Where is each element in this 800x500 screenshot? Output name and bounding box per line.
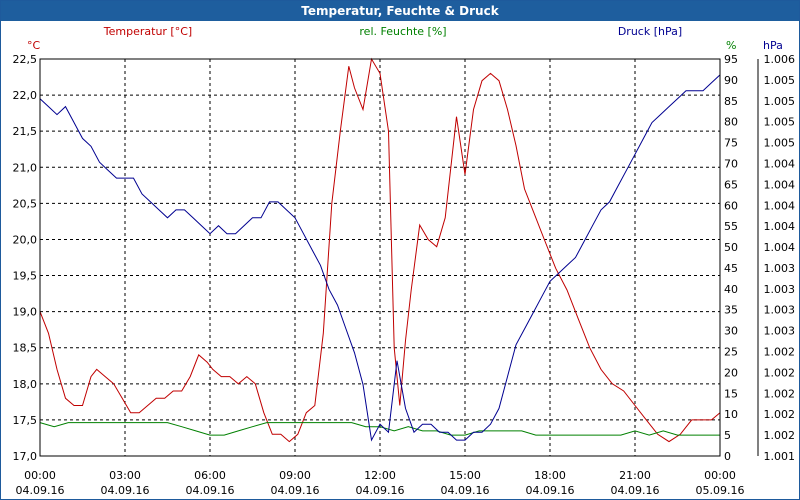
x-tick-time: 03:00 — [109, 469, 141, 482]
axes — [39, 58, 759, 457]
humidity-tick-label: 95 — [724, 53, 738, 66]
humidity-line — [39, 422, 720, 436]
temperature-tick-label: 20,0 — [13, 233, 38, 246]
temperature-tick-label: 18,0 — [13, 378, 38, 391]
humidity-tick-label: 70 — [724, 157, 738, 170]
humidity-tick-label: 30 — [724, 325, 738, 338]
humidity-tick-label: 0 — [724, 450, 731, 463]
x-tick-time: 00:00 — [704, 469, 736, 482]
pressure-tick-label: 1.002 — [764, 387, 796, 400]
temperature-tick-label: 18,5 — [13, 342, 38, 355]
humidity-tick-label: 5 — [724, 429, 731, 442]
x-tick-time: 15:00 — [449, 469, 481, 482]
temperature-line — [39, 57, 721, 443]
pressure-tick-label: 1.002 — [764, 366, 796, 379]
legend-pressure: Druck [hPa] — [618, 25, 682, 38]
humidity-unit: % — [726, 39, 736, 52]
pressure-tick-label: 1.002 — [764, 429, 796, 442]
pressure-tick-label: 1.001 — [764, 450, 796, 463]
x-tick-date: 04.09.16 — [441, 484, 490, 497]
humidity-tick-label: 40 — [724, 283, 738, 296]
temperature-tick-label: 19,0 — [13, 306, 38, 319]
pressure-tick-label: 1.006 — [764, 53, 796, 66]
humidity-tick-label: 60 — [724, 199, 738, 212]
legend-temperature: Temperatur [°C] — [103, 25, 192, 38]
x-tick-date: 04.09.16 — [101, 484, 150, 497]
temperature-tick-label: 17,0 — [13, 450, 38, 463]
humidity-tick-label: 15 — [724, 387, 738, 400]
pressure-tick-label: 1.004 — [764, 178, 796, 191]
x-tick-time: 06:00 — [194, 469, 226, 482]
x-tick-time: 00:00 — [24, 469, 56, 482]
temperature-tick-label: 20,5 — [13, 197, 38, 210]
pressure-tick-label: 1.003 — [764, 283, 796, 296]
humidity-tick-label: 35 — [724, 304, 738, 317]
x-tick-time: 18:00 — [534, 469, 566, 482]
pressure-tick-label: 1.002 — [764, 408, 796, 421]
temperature-unit: °C — [27, 39, 41, 52]
humidity-tick-label: 55 — [724, 220, 738, 233]
chart-title: Temperatur, Feuchte & Druck — [1, 1, 799, 21]
humidity-tick-label: 90 — [724, 74, 738, 87]
pressure-line — [39, 74, 721, 442]
pressure-tick-label: 1.004 — [764, 199, 796, 212]
x-tick-date: 04.09.16 — [526, 484, 575, 497]
x-tick-date: 04.09.16 — [271, 484, 320, 497]
pressure-tick-label: 1.003 — [764, 262, 796, 275]
pressure-tick-label: 1.004 — [764, 220, 796, 233]
series-layer — [39, 57, 721, 443]
humidity-tick-label: 75 — [724, 137, 738, 150]
pressure-tick-label: 1.005 — [764, 137, 796, 150]
temperature-tick-label: 21,5 — [13, 125, 38, 138]
pressure-tick-label: 1.003 — [764, 304, 796, 317]
x-tick-time: 21:00 — [619, 469, 651, 482]
humidity-tick-label: 25 — [724, 346, 738, 359]
legend-humidity: rel. Feuchte [%] — [359, 25, 446, 38]
humidity-tick-label: 80 — [724, 116, 738, 129]
pressure-unit: hPa — [763, 39, 783, 52]
x-tick-time: 12:00 — [364, 469, 396, 482]
temperature-tick-label: 17,5 — [13, 414, 38, 427]
temperature-tick-label: 21,0 — [13, 161, 38, 174]
pressure-tick-label: 1.002 — [764, 346, 796, 359]
pressure-tick-label: 1.005 — [764, 116, 796, 129]
x-tick-date: 05.09.16 — [696, 484, 745, 497]
x-tick-date: 04.09.16 — [186, 484, 235, 497]
humidity-tick-label: 50 — [724, 241, 738, 254]
humidity-tick-label: 45 — [724, 262, 738, 275]
x-tick-date: 04.09.16 — [611, 484, 660, 497]
humidity-tick-label: 85 — [724, 95, 738, 108]
x-tick-date: 04.09.16 — [16, 484, 65, 497]
humidity-tick-label: 20 — [724, 366, 738, 379]
plot-border — [39, 58, 721, 457]
temperature-tick-label: 22,5 — [13, 53, 38, 66]
pressure-tick-label: 1.005 — [764, 95, 796, 108]
pressure-tick-label: 1.005 — [764, 74, 796, 87]
pressure-tick-label: 1.004 — [764, 157, 796, 170]
humidity-tick-label: 65 — [724, 178, 738, 191]
axis-labels: 00:00 04.09.16 03:00 04.09.16 06:00 04.09.16 0… — [13, 25, 796, 497]
pressure-tick-label: 1.004 — [764, 241, 796, 254]
x-tick-time: 09:00 — [279, 469, 311, 482]
temperature-tick-label: 22,0 — [13, 89, 38, 102]
x-tick-date: 04.09.16 — [356, 484, 405, 497]
grid — [40, 59, 720, 456]
temperature-tick-label: 19,5 — [13, 270, 38, 283]
humidity-tick-label: 10 — [724, 408, 738, 421]
pressure-tick-label: 1.003 — [764, 325, 796, 338]
